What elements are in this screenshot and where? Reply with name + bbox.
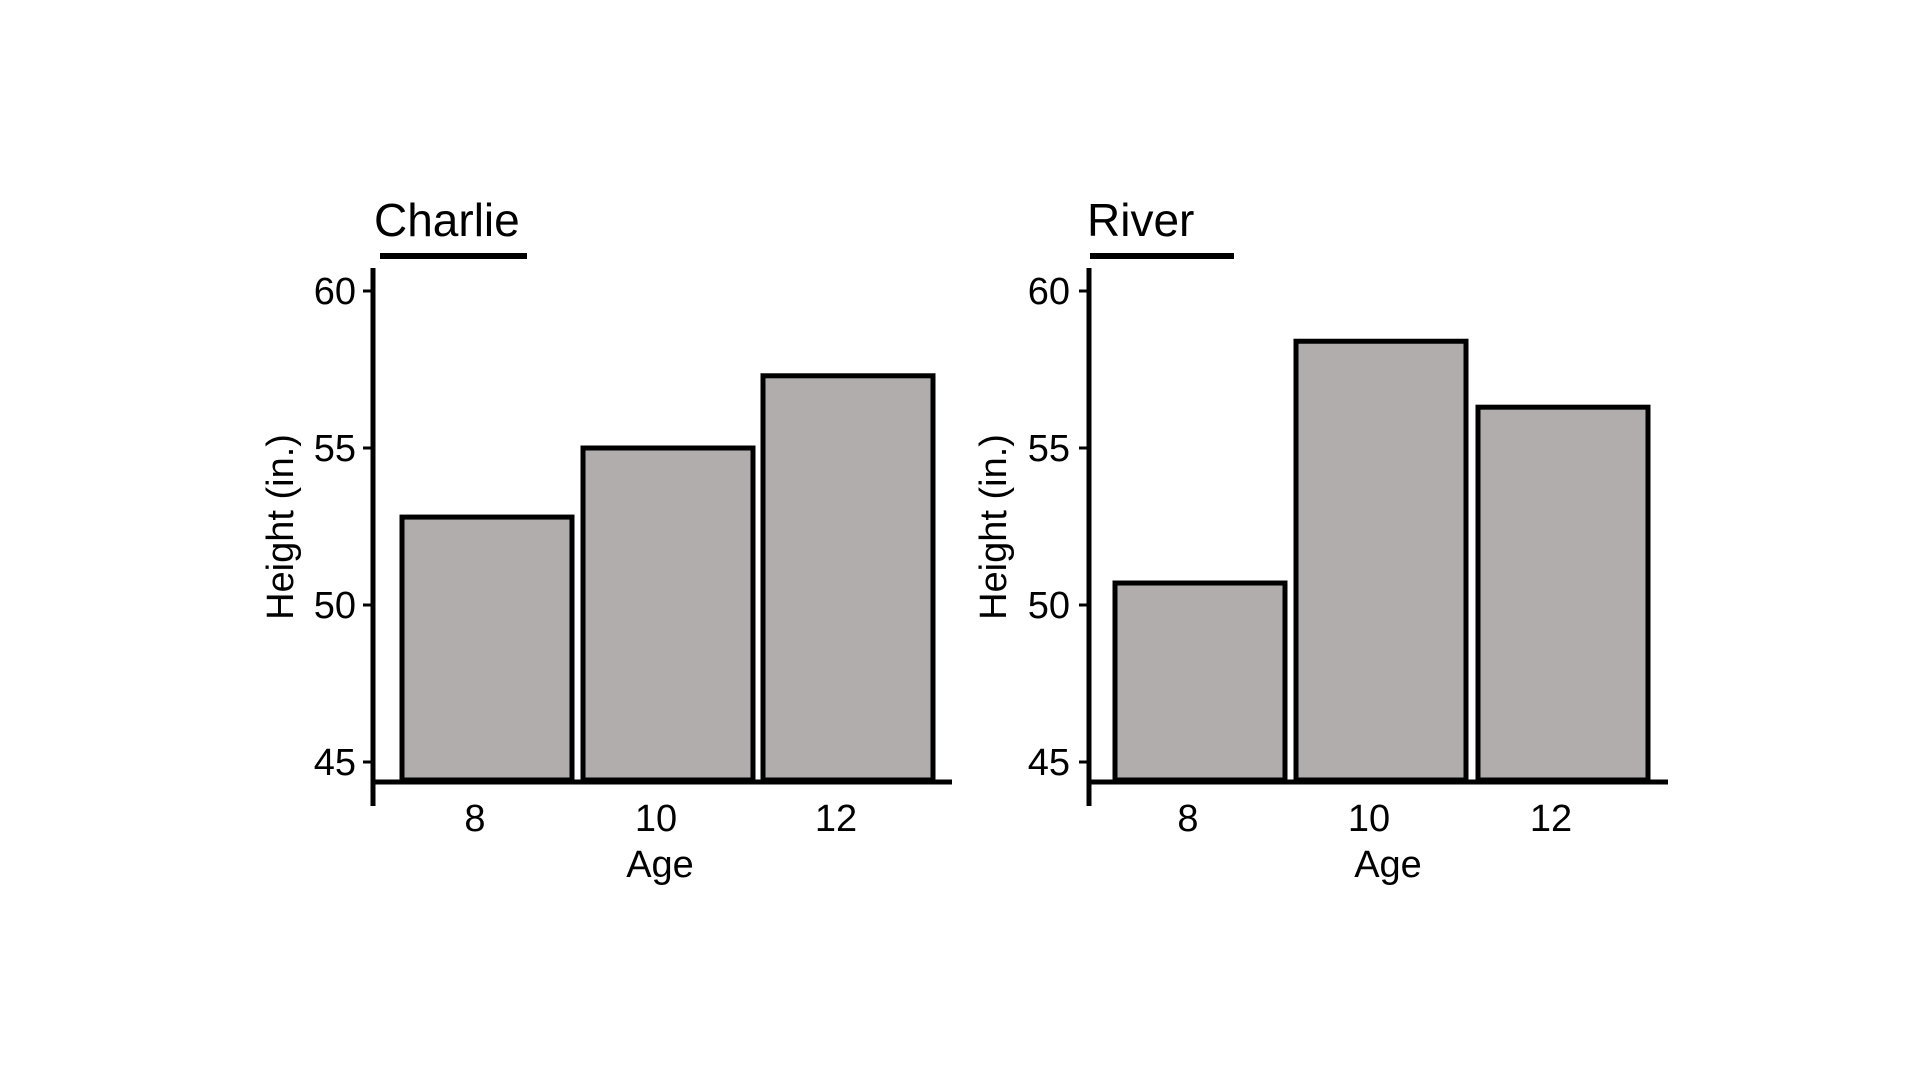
bar-8 — [399, 514, 575, 783]
y-tick-label: 45 — [1028, 742, 1070, 784]
y-tick-label: 55 — [314, 428, 356, 470]
bars — [1112, 338, 1651, 783]
x-tick-label: 8 — [1177, 798, 1198, 840]
y-axis-label: Height (in.) — [973, 434, 1015, 620]
x-tick-label: 8 — [464, 798, 485, 840]
chart-panel-river: River Height (in.) Age 45 50 55 60 8 10 12 — [973, 194, 1668, 886]
y-tick-label: 45 — [314, 742, 356, 784]
bar-12 — [760, 373, 936, 783]
bar-8 — [1112, 580, 1288, 783]
y-ticks: 45 50 55 60 — [1028, 271, 1089, 784]
chart-panel-charlie: Charlie Height (in.) Age 45 50 55 60 8 10 12 — [260, 194, 952, 886]
y-tick-label: 60 — [314, 271, 356, 313]
x-axis-label: Age — [626, 844, 694, 886]
x-ticks: 8 10 12 — [464, 798, 857, 840]
chart-title: River — [1087, 194, 1194, 246]
x-axis-label: Age — [1354, 844, 1422, 886]
bar-12 — [1475, 404, 1651, 783]
y-axis-label: Height (in.) — [260, 434, 302, 620]
x-tick-label: 12 — [1530, 798, 1572, 840]
x-ticks: 8 10 12 — [1177, 798, 1572, 840]
bar-10 — [580, 445, 756, 783]
y-tick-label: 55 — [1028, 428, 1070, 470]
bars — [399, 373, 936, 783]
x-tick-label: 12 — [815, 798, 857, 840]
bar-10 — [1293, 338, 1469, 783]
y-ticks: 45 50 55 60 — [314, 271, 373, 784]
y-tick-label: 50 — [314, 585, 356, 627]
y-tick-label: 50 — [1028, 585, 1070, 627]
x-tick-label: 10 — [1348, 798, 1390, 840]
y-tick-label: 60 — [1028, 271, 1070, 313]
x-tick-label: 10 — [635, 798, 677, 840]
chart-title: Charlie — [374, 194, 520, 246]
